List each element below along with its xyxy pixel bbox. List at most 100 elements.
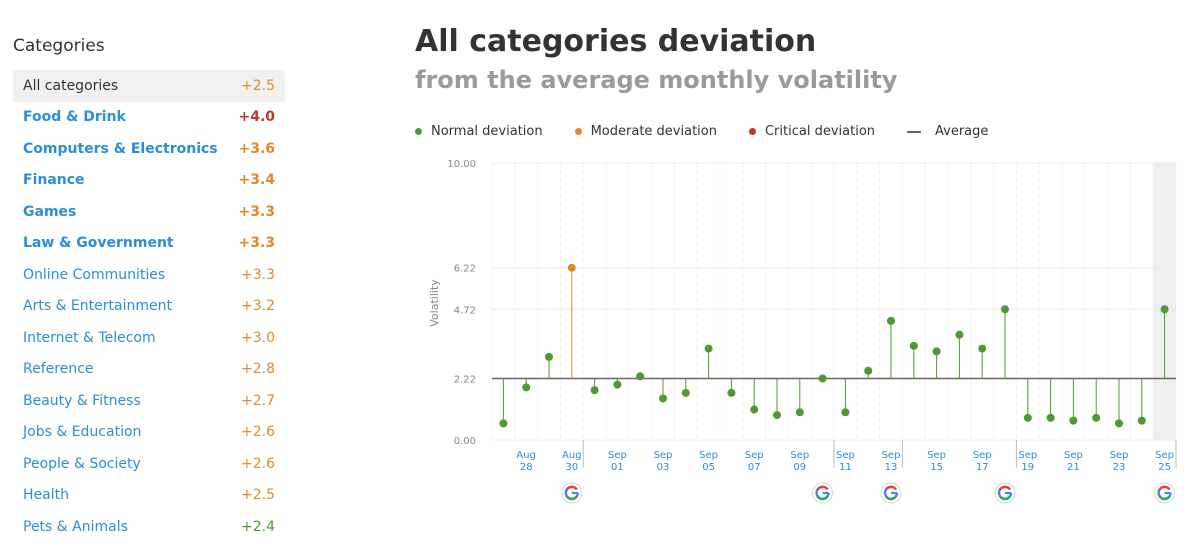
category-name: Reference [23,361,94,378]
data-point [545,352,553,361]
data-point [818,374,827,383]
category-deviation-value: +2.4 [241,518,275,535]
category-item[interactable]: Internet & Telecom +3.0 [13,322,285,354]
x-tick-label-day: 03 [657,462,670,473]
x-tick-label-day: 28 [520,462,533,473]
data-point [841,408,850,417]
legend-critical[interactable]: Critical deviation [748,124,875,139]
data-point [887,316,895,325]
x-tick-label-month: Sep [790,450,809,461]
category-name: All categories [23,77,119,94]
legend-average-label: Average [935,124,989,139]
data-point [932,347,941,356]
data-point [978,344,987,353]
data-point [499,419,508,428]
critical-dot-icon [748,128,756,135]
category-item[interactable]: Health +2.5 [13,480,285,512]
google-icon [565,485,578,491]
data-point [1115,419,1123,428]
main-header: All categories deviation from the averag… [415,22,1195,98]
category-deviation-value: +2.6 [241,424,275,441]
x-tick-label-day: 21 [1067,462,1080,473]
x-tick-label-month: Sep [1110,450,1129,461]
x-tick-label-month: Sep [654,450,673,461]
category-name: Health [23,487,69,504]
category-name: Internet & Telecom [23,329,156,346]
category-item[interactable]: Law & Government +3.3 [13,228,285,260]
sidebar-title: Categories [13,36,105,56]
average-line-icon [907,130,922,133]
category-item[interactable]: Online Communities +3.3 [13,259,285,291]
category-item[interactable]: Beauty & Fitness +2.7 [13,385,285,417]
category-name: Pets & Animals [23,518,128,535]
x-tick-label-month: Sep [1018,450,1037,461]
category-name: People & Society [23,455,141,472]
category-name: Computers & Electronics [23,140,218,157]
volatility-chart: 10.006.224.722.220.00VolatilityAug28Aug3… [428,159,1177,504]
page-subtitle: from the average monthly volatility [415,66,898,94]
category-name: Finance [23,172,85,189]
category-item[interactable]: Jobs & Education +2.6 [13,417,285,449]
data-point [567,263,576,272]
legend-moderate[interactable]: Moderate deviation [574,124,717,139]
x-tick-label-day: 11 [839,462,852,473]
category-deviation-value: +4.0 [238,109,275,126]
normal-dot-icon [415,128,422,135]
y-tick-label: 2.22 [454,375,476,386]
x-tick-label-month: Sep [699,450,718,461]
moderate-dot-icon [574,128,582,135]
data-point [636,372,645,381]
category-item[interactable]: Pets & Animals +2.4 [13,511,285,543]
google-icon [1158,495,1171,501]
legend-average[interactable]: Average [907,124,988,139]
data-point [681,388,690,397]
category-name: Arts & Entertainment [23,298,172,315]
data-point [613,380,622,389]
x-tick-label-day: 07 [748,462,761,473]
category-deviation-value: +3.3 [238,235,275,252]
category-item[interactable]: Finance +3.4 [13,165,285,197]
category-deviation-value: +2.6 [241,455,275,472]
x-tick-label-month: Sep [973,450,992,461]
x-tick-label-day: 23 [1113,462,1126,473]
y-tick-label: 6.22 [454,264,476,275]
data-point [727,388,736,397]
google-icon [816,485,829,491]
legend-normal-label: Normal deviation [431,124,543,139]
google-icon [998,495,1012,501]
data-point [1160,305,1169,314]
legend-normal[interactable]: Normal deviation [415,124,543,139]
data-point [1069,416,1078,425]
chart-legend: Normal deviation Moderate deviation Crit… [415,124,1020,139]
category-item[interactable]: All categories +2.5 [13,70,285,102]
categories-sidebar: Categories All categories +2.5 Food & Drin… [13,30,285,543]
category-deviation-value: +3.6 [238,140,275,157]
data-point [1137,416,1146,425]
x-tick-label-day: 25 [1158,462,1171,473]
category-deviation-value: +3.4 [238,172,275,189]
data-point [750,405,759,414]
x-tick-label-month: Sep [836,450,855,461]
category-item[interactable]: Computers & Electronics +3.6 [13,133,285,165]
data-point [795,408,804,417]
google-icon [884,495,898,501]
category-deviation-value: +3.2 [241,298,275,315]
category-item[interactable]: People & Society +2.6 [13,448,285,480]
legend-moderate-label: Moderate deviation [590,124,717,139]
data-point [590,386,599,395]
category-item[interactable]: Arts & Entertainment +3.2 [13,291,285,323]
category-name: Food & Drink [23,109,126,126]
data-point [909,341,918,350]
category-name: Jobs & Education [23,424,142,441]
x-tick-label-month: Sep [1155,450,1174,461]
category-item[interactable]: Food & Drink +4.0 [13,102,285,134]
x-tick-label-month: Sep [608,450,627,461]
y-tick-label: 0.00 [454,436,476,447]
category-item[interactable]: Reference +2.8 [13,354,285,386]
y-tick-label: 10.00 [447,159,476,170]
data-point [1001,305,1009,314]
category-name: Law & Government [23,235,174,252]
data-point [1092,413,1101,422]
x-tick-label-day: 15 [930,462,943,473]
category-item[interactable]: Games +3.3 [13,196,285,228]
